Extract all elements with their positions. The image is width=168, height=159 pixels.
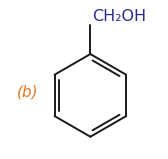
Text: CH₂OH: CH₂OH [92, 9, 146, 24]
Text: (b): (b) [17, 85, 39, 100]
